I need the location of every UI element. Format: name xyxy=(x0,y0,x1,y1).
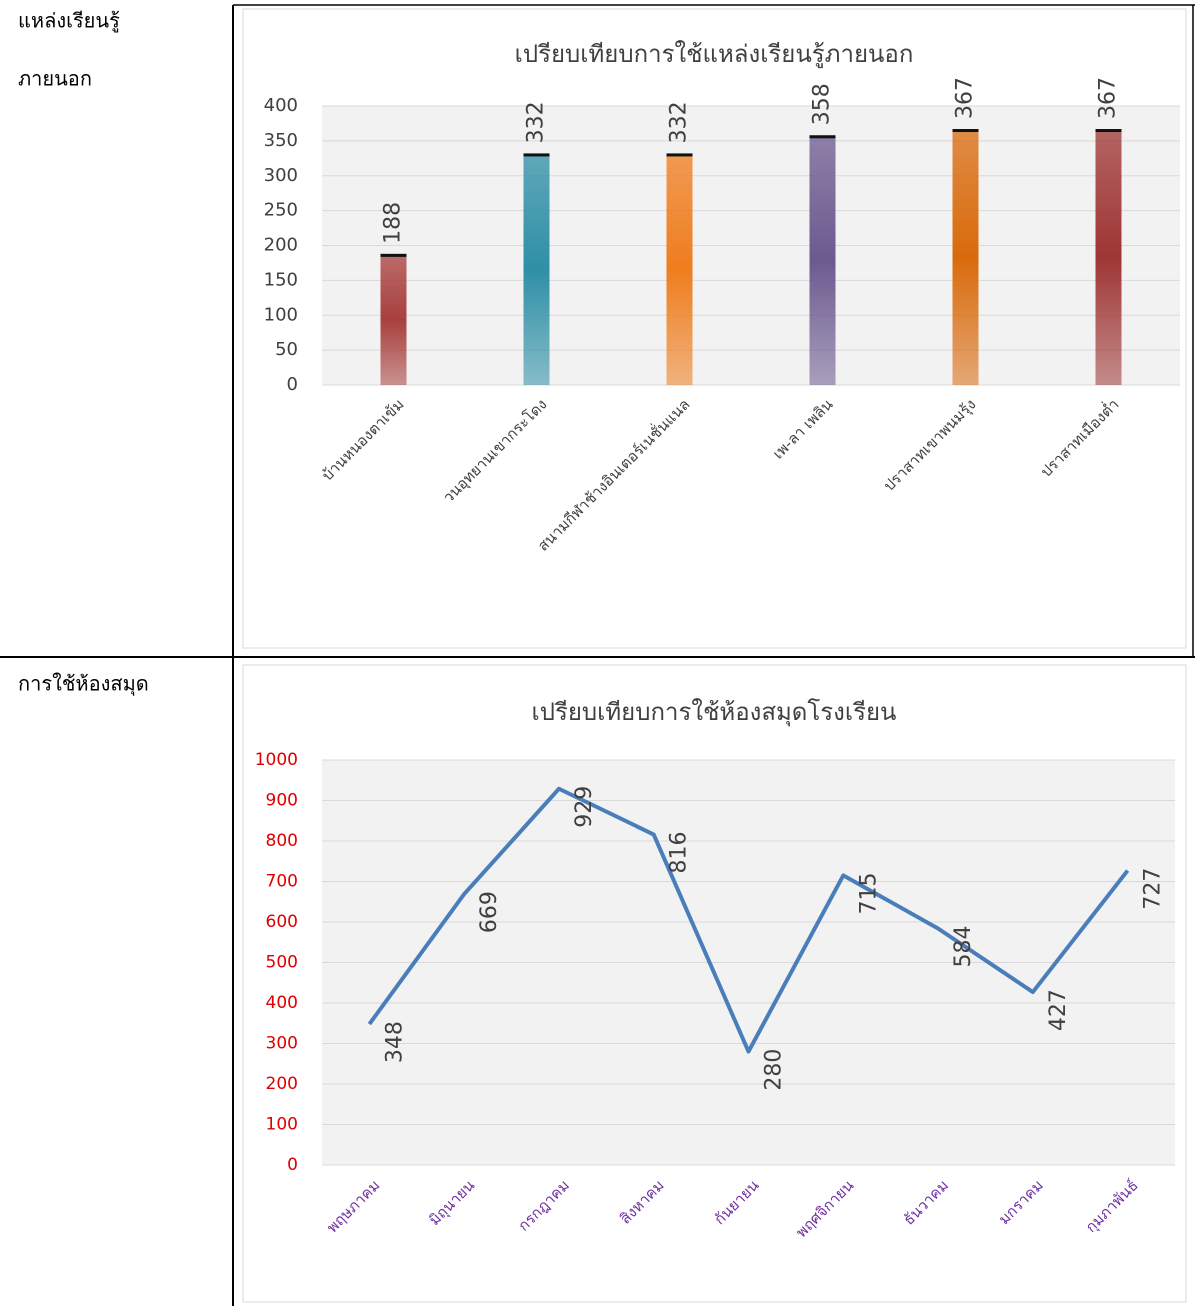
bar-cap xyxy=(809,135,836,139)
data-label: 367 xyxy=(953,77,978,119)
data-label: 332 xyxy=(667,101,692,143)
bar xyxy=(380,253,407,385)
data-label: 358 xyxy=(810,83,835,125)
y-tick-label: 400 xyxy=(266,993,298,1013)
y-tick-label: 200 xyxy=(264,235,298,256)
y-tick-label: 50 xyxy=(275,339,298,360)
y-tick-label: 0 xyxy=(287,1155,298,1175)
data-label: 929 xyxy=(572,786,597,828)
data-label: 332 xyxy=(524,101,549,143)
data-label: 584 xyxy=(951,925,976,967)
bar-cap xyxy=(1095,129,1122,133)
y-tick-label: 250 xyxy=(264,200,298,221)
y-tick-label: 900 xyxy=(266,791,298,811)
bar xyxy=(666,153,693,385)
chart-title: เปรียบเทียบการใช้แหล่งเรียนรู้ภายนอก xyxy=(515,40,914,69)
bar xyxy=(1095,129,1122,385)
y-tick-label: 0 xyxy=(287,374,298,395)
bar-cap xyxy=(666,153,693,157)
data-label: 348 xyxy=(382,1021,407,1063)
data-label: 715 xyxy=(856,872,881,914)
y-tick-label: 150 xyxy=(264,269,298,290)
y-tick-label: 350 xyxy=(264,130,298,151)
y-tick-label: 100 xyxy=(266,1115,298,1135)
row-label: ภายนอก xyxy=(18,67,92,91)
y-tick-label: 800 xyxy=(266,831,298,851)
bar xyxy=(523,153,550,385)
line xyxy=(367,786,1130,1054)
chart-title: เปรียบเทียบการใช้ห้องสมุดโรงเรียน xyxy=(532,698,897,727)
bar xyxy=(809,135,836,385)
row-label: การใช้ห้องสมุด xyxy=(18,672,149,697)
bar-cap xyxy=(380,253,407,257)
data-label: 727 xyxy=(1141,868,1166,910)
y-tick-label: 1000 xyxy=(255,750,298,770)
y-tick-label: 200 xyxy=(266,1074,298,1094)
y-tick-label: 100 xyxy=(264,304,298,325)
data-label: 367 xyxy=(1096,77,1121,119)
y-tick-label: 500 xyxy=(266,953,298,973)
y-tick-label: 400 xyxy=(264,95,298,116)
bar xyxy=(952,129,979,385)
y-tick-label: 600 xyxy=(266,912,298,932)
bar-cap xyxy=(523,153,550,157)
data-label: 427 xyxy=(1046,989,1071,1031)
row-label: แหล่งเรียนรู้ xyxy=(18,9,120,34)
y-tick-label: 300 xyxy=(264,165,298,186)
data-label: 816 xyxy=(667,832,692,874)
y-tick-label: 700 xyxy=(266,872,298,892)
y-tick-label: 300 xyxy=(266,1034,298,1054)
bar-cap xyxy=(952,129,979,133)
data-label: 669 xyxy=(477,891,502,933)
data-label: 188 xyxy=(381,202,406,244)
data-label: 280 xyxy=(762,1049,787,1091)
